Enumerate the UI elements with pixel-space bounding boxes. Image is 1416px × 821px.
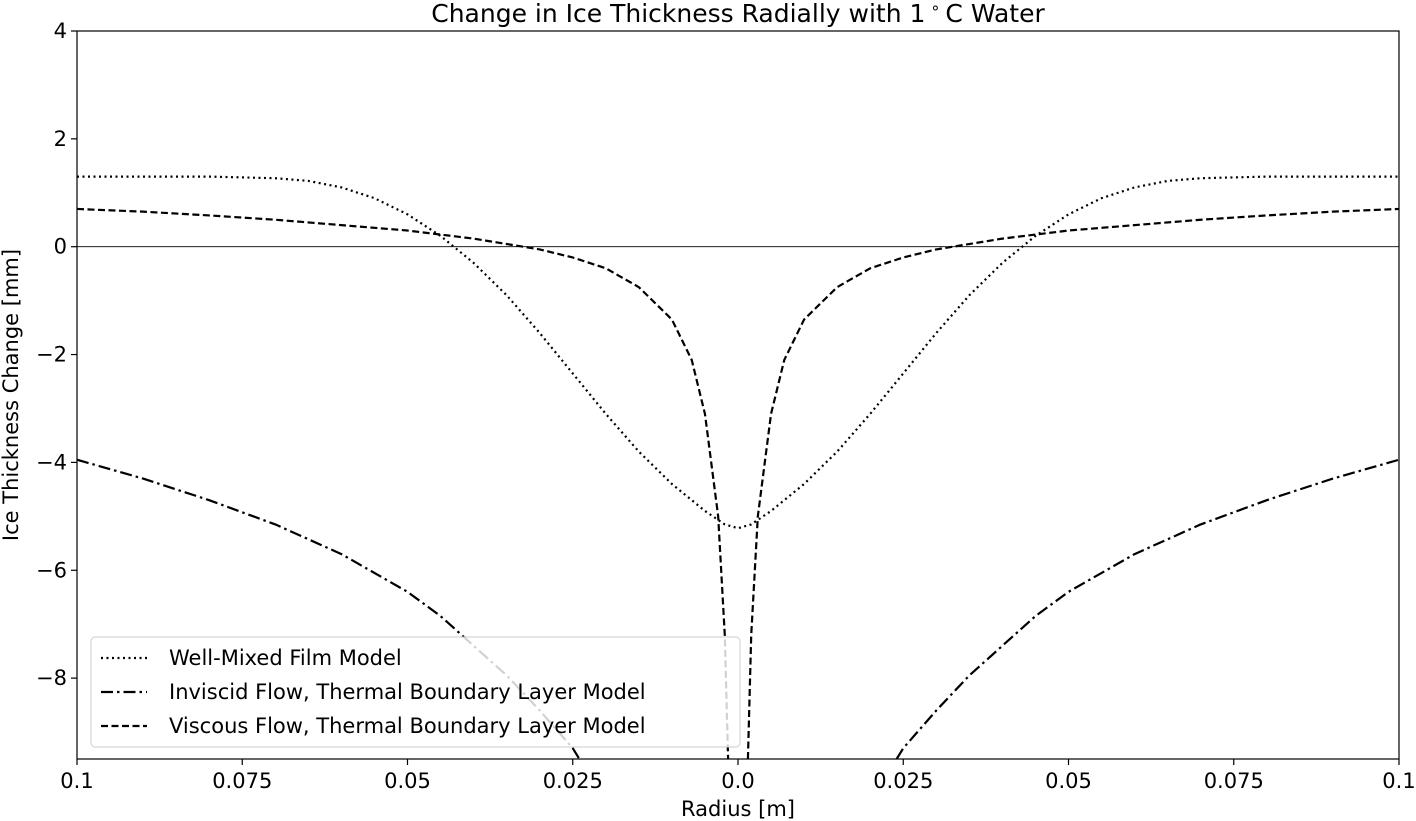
chart-title: Change in Ice Thickness Radially with 1 ∘… xyxy=(431,0,1045,28)
y-tick-label: 4 xyxy=(54,19,67,43)
y-tick-label: −6 xyxy=(36,558,67,582)
series-line-1 xyxy=(77,175,1399,530)
x-axis: 0.1 0.075 0.05 0.025 0.0 0.025 0.05 0.075 0.1 xyxy=(60,759,1416,793)
x-tick-label: 0.075 xyxy=(212,769,272,793)
legend-label: Viscous Flow, Thermal Boundary Layer Mod… xyxy=(169,714,646,738)
x-tick-label: 0.025 xyxy=(873,769,933,793)
y-tick-label: 0 xyxy=(54,235,67,259)
x-tick-label: 0.05 xyxy=(384,769,431,793)
series-line-3 xyxy=(77,207,1399,759)
y-axis-label: Ice Thickness Change [mm] xyxy=(0,249,23,541)
y-tick-label: −8 xyxy=(36,666,67,690)
x-tick-label: 0.1 xyxy=(60,769,93,793)
y-tick-label: −2 xyxy=(36,343,67,367)
x-tick-label: 0.075 xyxy=(1204,769,1264,793)
y-tick-label: −4 xyxy=(36,450,67,474)
x-tick-label: 0.1 xyxy=(1382,769,1415,793)
y-tick-label: 2 xyxy=(54,127,67,151)
legend-box xyxy=(90,636,741,748)
legend-label: Inviscid Flow, Thermal Boundary Layer Mo… xyxy=(169,680,646,704)
x-tick-label: 0.025 xyxy=(543,769,603,793)
x-tick-label: 0.05 xyxy=(1045,769,1092,793)
x-tick-label: 0.0 xyxy=(721,769,754,793)
legend: Well-Mixed Film Model Inviscid Flow, Ther… xyxy=(90,636,741,748)
legend-label: Well-Mixed Film Model xyxy=(169,646,402,670)
x-axis-label: Radius [m] xyxy=(681,797,795,821)
y-axis: 4 2 0 −2 −4 −6 −8 xyxy=(36,19,77,690)
